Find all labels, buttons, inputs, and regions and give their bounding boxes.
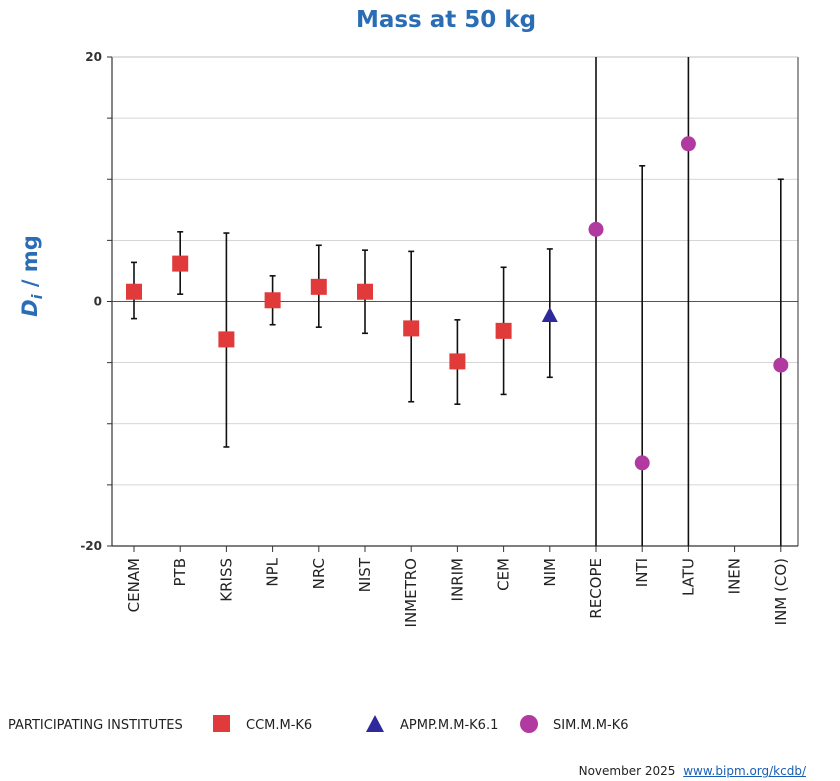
data-point-square (357, 283, 373, 300)
data-point-square (126, 283, 142, 300)
data-marks (126, 57, 789, 546)
x-category-label: INM (CO) (772, 558, 790, 625)
data-point-square (264, 292, 281, 309)
x-category-label: CEM (495, 558, 513, 591)
footer-date: November 2025 (578, 764, 676, 778)
y-axis-label-sub: i (30, 294, 46, 299)
x-category-label: RECOPE (587, 558, 605, 619)
y-tick-label: 0 (94, 295, 102, 309)
x-category-label: CENAM (125, 558, 143, 612)
legend-label-apmp: APMP.M.M-K6.1 (400, 718, 499, 733)
data-point-circle (680, 136, 696, 152)
data-point-triangle (541, 306, 558, 322)
grid (107, 56, 798, 547)
svg-text:Di / mg: Di / mg (18, 235, 46, 316)
x-axis-categories: CENAM PTB KRISS NPL NRC NIST INMETRO INRIM CEM NI… (125, 546, 790, 627)
x-category-label: NIST (356, 557, 374, 592)
data-point-circle (773, 357, 789, 373)
x-category-label: LATU (679, 558, 697, 596)
x-category-label: NPL (264, 557, 282, 586)
y-axis-ticks: 20 0 -20 (80, 50, 102, 553)
x-category-label: INRIM (448, 558, 466, 601)
legend: PARTICIPATING INSTITUTES CCM.M-K6 APMP.M… (8, 714, 808, 738)
y-axis-label: Di / mg (18, 235, 46, 316)
x-category-label: INTI (633, 558, 651, 587)
x-category-label: INEN (726, 558, 744, 594)
x-category-label: KRISS (217, 558, 235, 602)
data-point-square (310, 278, 327, 295)
data-point-circle (634, 455, 650, 471)
chart: Mass at 50 kg Di / mg 20 0 -20 CENAM PTB KRI… (18, 7, 799, 627)
y-tick-label: -20 (80, 539, 102, 553)
x-category-label: INMETRO (402, 558, 420, 627)
legend-label-sim: SIM.M.M-K6 (553, 718, 629, 733)
data-point-circle (588, 221, 604, 237)
footer: November 2025 www.bipm.org/kcdb/ (579, 764, 806, 778)
data-point-square (172, 255, 189, 272)
data-point-square (218, 331, 235, 348)
data-point-square (495, 322, 512, 339)
x-category-label: NRC (310, 558, 328, 589)
legend-triangle-icon (366, 715, 384, 732)
legend-label-ccm: CCM.M-K6 (246, 718, 313, 733)
chart-title: Mass at 50 kg (356, 7, 536, 33)
legend-heading: PARTICIPATING INSTITUTES (8, 718, 183, 733)
legend-square-icon (213, 715, 230, 732)
y-axis-label-main: D (18, 299, 42, 316)
x-category-label: NIM (541, 558, 559, 587)
footer-link[interactable]: www.bipm.org/kcdb/ (683, 764, 806, 778)
x-category-label: PTB (171, 558, 189, 587)
data-point-square (449, 353, 466, 370)
y-axis-label-unit: / mg (18, 235, 42, 294)
data-point-square (403, 320, 420, 337)
legend-circle-icon (520, 715, 538, 733)
y-tick-label: 20 (85, 50, 102, 64)
